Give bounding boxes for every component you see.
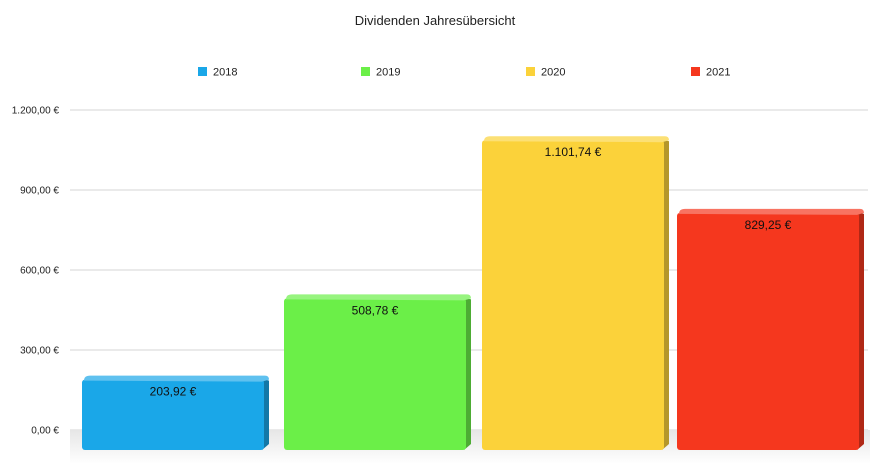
bar-2021: 829,25 €: [677, 208, 864, 450]
y-tick-label: 0,00 €: [31, 426, 59, 437]
legend-swatch: [198, 67, 207, 76]
legend: 2018 2019 2020 2021: [198, 67, 730, 79]
bar-top: [679, 208, 864, 215]
bars: 203,92 € 508,78 € 1.101,74 € 829,25 €: [82, 136, 864, 450]
legend-swatch: [526, 67, 535, 76]
bar-top: [484, 136, 669, 143]
legend-label: 2018: [213, 67, 237, 79]
legend-item: 2020: [526, 67, 565, 79]
legend-label: 2019: [376, 67, 400, 79]
y-tick-label: 900,00 €: [20, 186, 59, 197]
data-label: 508,78 €: [352, 303, 399, 317]
legend-label: 2021: [706, 67, 730, 79]
legend-item: 2019: [361, 67, 400, 79]
bar-front: [482, 140, 664, 450]
legend-swatch: [691, 67, 700, 76]
bar-2018: 203,92 €: [82, 375, 269, 450]
y-tick-label: 600,00 €: [20, 266, 59, 277]
data-label: 829,25 €: [745, 218, 792, 232]
legend-label: 2020: [541, 67, 565, 79]
data-label: 203,92 €: [150, 385, 197, 399]
bar-top: [84, 375, 269, 382]
bar-front: [284, 298, 466, 450]
legend-item: 2021: [691, 67, 730, 79]
bar-front: [677, 212, 859, 450]
legend-item: 2018: [198, 67, 237, 79]
y-axis: 0,00 € 300,00 € 600,00 € 900,00 € 1.200,00 €: [12, 106, 60, 437]
bar-2020: 1.101,74 €: [482, 136, 669, 450]
bar-2019: 508,78 €: [284, 294, 471, 450]
chart-title: Dividenden Jahresübersicht: [355, 13, 516, 28]
y-tick-label: 300,00 €: [20, 346, 59, 357]
y-tick-label: 1.200,00 €: [12, 106, 60, 117]
bar-top: [286, 294, 471, 301]
legend-swatch: [361, 67, 370, 76]
bar-front: [82, 379, 264, 450]
data-label: 1.101,74 €: [545, 145, 602, 159]
